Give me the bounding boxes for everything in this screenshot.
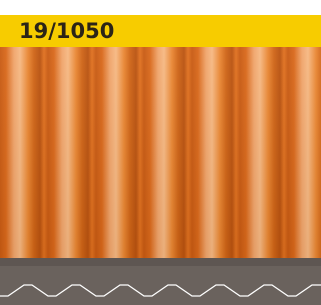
title: 19/1050 xyxy=(19,19,114,43)
profile-outline xyxy=(0,285,321,296)
profile-line xyxy=(0,258,321,305)
product-image: 19/1050 xyxy=(0,0,321,305)
corrugated-sheet xyxy=(0,47,321,258)
